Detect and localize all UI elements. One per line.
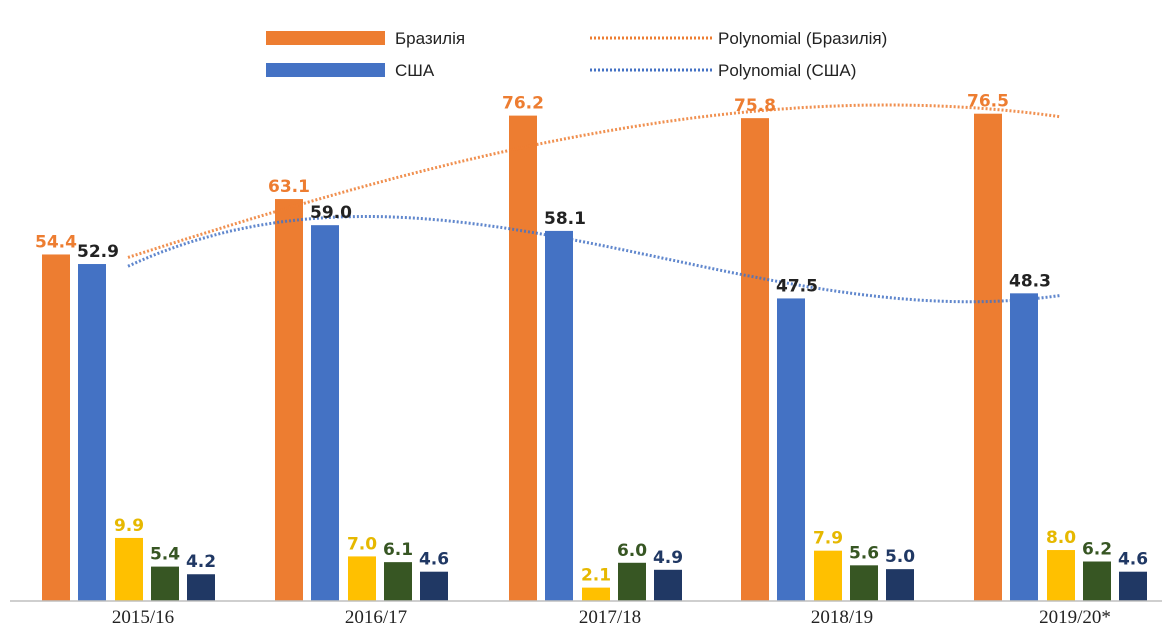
bar-green-4 [850, 565, 878, 601]
data-label-brazil-2: 63.1 [268, 177, 310, 197]
data-label-usa-2: 59.0 [310, 203, 352, 223]
legend-label-usa: США [395, 61, 435, 80]
bar-brazil-3 [509, 115, 537, 601]
bar-yellow-2 [348, 556, 376, 601]
x-axis-ticks: 2015/16 2016/17 2017/18 2018/19 2019/20* [112, 607, 1111, 628]
data-label-green-2: 6.1 [383, 540, 413, 560]
legend-swatch-brazil [266, 31, 385, 45]
bar-green-1 [151, 566, 179, 601]
data-label-brazil-4: 75.8 [734, 96, 776, 116]
bar-usa-3 [545, 230, 573, 601]
data-label-navy-3: 4.9 [653, 548, 683, 568]
x-tick-label-5: 2019/20* [1039, 607, 1111, 628]
bar-yellow-1 [115, 537, 143, 601]
bar-navy-5 [1119, 571, 1147, 601]
data-label-usa-1: 52.9 [77, 242, 119, 262]
bar-usa-5 [1010, 293, 1038, 601]
data-label-usa-5: 48.3 [1009, 271, 1051, 291]
data-label-green-4: 5.6 [849, 543, 879, 563]
bar-brazil-4 [741, 118, 769, 602]
bar-brazil-1 [42, 254, 70, 602]
legend-swatch-usa [266, 63, 385, 77]
x-tick-label-2: 2016/17 [345, 607, 407, 628]
data-label-usa-4: 47.5 [776, 276, 818, 296]
bar-navy-2 [420, 571, 448, 601]
data-label-brazil-3: 76.2 [502, 94, 544, 114]
bar-brazil-2 [275, 199, 303, 602]
bar-usa-2 [311, 225, 339, 602]
bar-usa-1 [78, 264, 106, 601]
data-label-navy-1: 4.2 [186, 552, 216, 572]
data-label-brazil-5: 76.5 [967, 92, 1009, 112]
bar-yellow-3 [582, 587, 610, 601]
trendline-usa [127, 215, 1061, 304]
legend-label-trend-brazil: Polynomial (Бразилія) [718, 29, 887, 48]
bar-green-3 [618, 562, 646, 601]
x-tick-label-3: 2017/18 [579, 607, 641, 628]
bar-navy-1 [187, 574, 215, 601]
legend-label-brazil: Бразилія [395, 29, 465, 48]
legend: Бразилія США Polynomial (Бразилія) Polyn… [266, 29, 887, 80]
data-label-yellow-5: 8.0 [1046, 528, 1076, 548]
trendlines [127, 103, 1061, 304]
x-tick-label-1: 2015/16 [112, 607, 174, 628]
bar-yellow-4 [814, 550, 842, 601]
data-label-navy-5: 4.6 [1118, 550, 1148, 570]
data-label-green-1: 5.4 [150, 545, 180, 565]
data-label-green-3: 6.0 [617, 541, 647, 561]
data-label-yellow-1: 9.9 [114, 516, 144, 536]
data-labels: 54.4 52.9 9.9 5.4 4.2 63.159.0 7.0 6.1 4.6 76.2 58… [35, 92, 1148, 586]
bars [42, 113, 1147, 602]
data-label-navy-4: 5.0 [885, 547, 915, 567]
bar-usa-4 [777, 298, 805, 601]
data-label-yellow-4: 7.9 [813, 529, 843, 549]
bar-green-2 [384, 562, 412, 601]
bar-green-5 [1083, 561, 1111, 601]
data-label-usa-3: 58.1 [544, 209, 586, 229]
bar-brazil-5 [974, 113, 1002, 601]
data-label-brazil-1: 54.4 [35, 232, 77, 252]
bar-navy-4 [886, 569, 914, 601]
data-label-green-5: 6.2 [1082, 540, 1112, 560]
x-tick-label-4: 2018/19 [811, 607, 873, 628]
data-label-yellow-2: 7.0 [347, 534, 377, 554]
data-label-yellow-3: 2.1 [581, 566, 611, 586]
bar-navy-3 [654, 569, 682, 601]
bar-yellow-5 [1047, 550, 1075, 601]
legend-label-trend-usa: Polynomial (США) [718, 61, 856, 80]
data-label-navy-2: 4.6 [419, 550, 449, 570]
